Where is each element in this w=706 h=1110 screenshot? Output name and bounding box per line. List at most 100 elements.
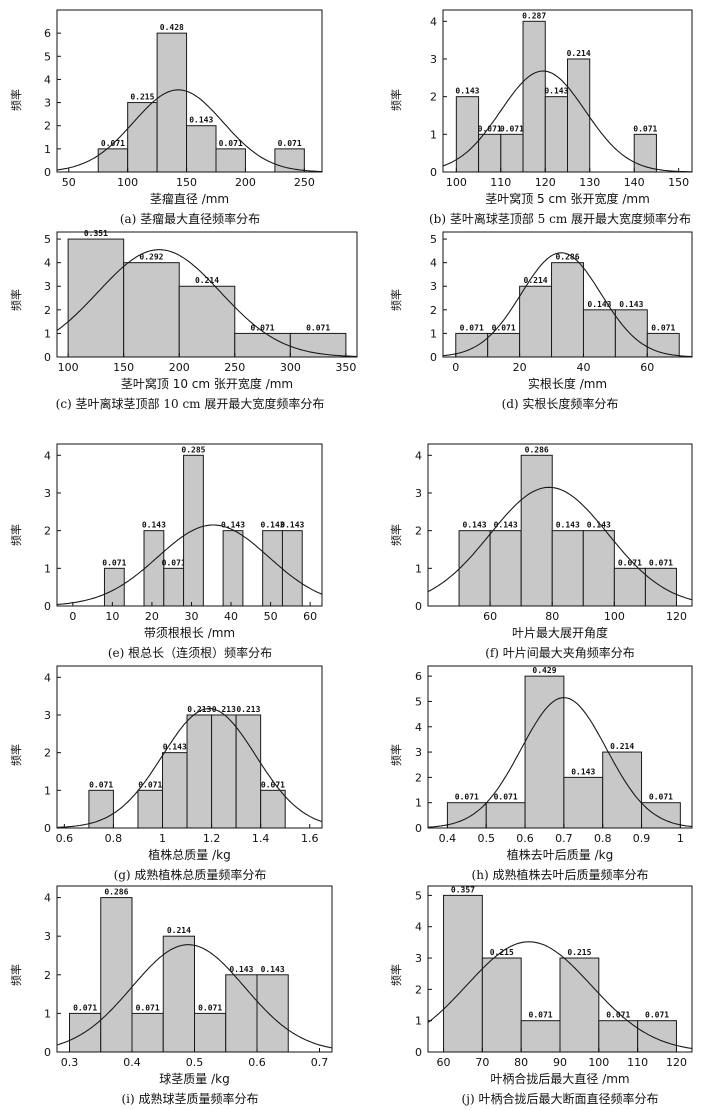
bar-frequency-label: 0.285 bbox=[181, 445, 205, 454]
histogram-bar bbox=[481, 957, 522, 1053]
figure-caption: (i) 成熟球茎质量频率分布 bbox=[121, 1091, 258, 1106]
histogram-bar bbox=[582, 530, 615, 607]
y-tick-label: 1 bbox=[44, 562, 51, 575]
histogram-bar bbox=[88, 789, 114, 829]
histogram-bar bbox=[567, 58, 591, 173]
x-tick-label: 0.9 bbox=[633, 832, 651, 845]
bar-frequency-label: 0.357 bbox=[451, 885, 475, 894]
y-tick-label: 3 bbox=[44, 487, 51, 500]
bar-frequency-label: 0.351 bbox=[84, 229, 108, 238]
x-tick-label: 150 bbox=[176, 176, 197, 189]
y-tick-label: 2 bbox=[415, 983, 422, 996]
y-tick-label: 0 bbox=[44, 1046, 51, 1059]
histogram-bar bbox=[644, 567, 677, 607]
bar-frequency-label: 0.143 bbox=[229, 965, 253, 974]
histogram-bar bbox=[103, 567, 125, 607]
histogram-bar bbox=[641, 802, 681, 829]
y-tick-label: 0 bbox=[44, 351, 51, 364]
bar-frequency-label: 0.143 bbox=[463, 521, 487, 530]
histogram-bar bbox=[598, 1020, 639, 1053]
x-tick-label: 200 bbox=[169, 361, 190, 374]
x-tick-label: 250 bbox=[224, 361, 245, 374]
figure-caption: (f) 叶片间最大夹角频率分布 bbox=[485, 645, 635, 660]
bar-frequency-label: 0.071 bbox=[306, 323, 330, 332]
x-tick-label: 0.8 bbox=[594, 832, 612, 845]
y-axis-title: 频率 bbox=[389, 89, 403, 111]
x-tick-label: 120 bbox=[535, 176, 556, 189]
figure-caption: (a) 茎瘤最大直径频率分布 bbox=[120, 211, 260, 226]
y-tick-label: 3 bbox=[44, 709, 51, 722]
figure-caption: (j) 叶柄合拢后最大断面直径频率分布 bbox=[462, 1091, 659, 1106]
bar-frequency-label: 0.213 bbox=[187, 705, 211, 714]
y-axis-title: 频率 bbox=[389, 524, 403, 546]
y-tick-label: 4 bbox=[430, 257, 437, 270]
bar-frequency-label: 0.214 bbox=[567, 49, 591, 58]
x-tick-label: 100 bbox=[446, 176, 467, 189]
x-tick-label: 300 bbox=[280, 361, 301, 374]
x-tick-label: 110 bbox=[627, 1056, 648, 1069]
histogram-bar bbox=[559, 957, 600, 1053]
x-tick-label: 50 bbox=[264, 610, 278, 623]
bar-frequency-label: 0.071 bbox=[198, 1003, 222, 1012]
x-tick-label: 0.7 bbox=[311, 1056, 329, 1069]
y-tick-label: 0 bbox=[430, 351, 437, 364]
y-tick-label: 3 bbox=[44, 930, 51, 943]
histogram-bar bbox=[455, 332, 489, 358]
histogram-bar bbox=[551, 530, 584, 607]
normal-fit-curve bbox=[427, 941, 693, 1050]
y-axis-title: 频率 bbox=[389, 964, 403, 986]
bar-frequency-label: 0.143 bbox=[261, 521, 285, 530]
histogram-bar bbox=[582, 309, 616, 358]
histogram-bar bbox=[137, 789, 164, 829]
histogram-bar bbox=[163, 567, 185, 607]
y-tick-label: 0 bbox=[44, 600, 51, 613]
x-tick-label: 80 bbox=[545, 610, 559, 623]
y-tick-label: 1 bbox=[415, 1015, 422, 1028]
bar-frequency-label: 0.071 bbox=[261, 780, 285, 789]
y-tick-label: 1 bbox=[415, 562, 422, 575]
bar-frequency-label: 0.215 bbox=[567, 948, 591, 957]
histogram-bar bbox=[127, 102, 158, 173]
y-axis-title: 频率 bbox=[389, 744, 403, 766]
x-tick-label: 1.2 bbox=[203, 832, 221, 845]
y-tick-label: 2 bbox=[430, 91, 437, 104]
x-axis-title: 球茎质量 /kg bbox=[159, 1072, 229, 1086]
y-tick-label: 5 bbox=[44, 233, 51, 246]
bar-frequency-label: 0.143 bbox=[544, 87, 568, 96]
bar-frequency-label: 0.143 bbox=[494, 521, 518, 530]
bar-frequency-label: 0.071 bbox=[649, 793, 673, 802]
y-tick-label: 0 bbox=[44, 822, 51, 835]
normal-fit-curve bbox=[56, 944, 333, 1049]
plot-frame bbox=[427, 665, 693, 829]
y-tick-label: 4 bbox=[430, 15, 437, 28]
y-tick-label: 0 bbox=[415, 822, 422, 835]
y-tick-label: 5 bbox=[430, 233, 437, 246]
y-tick-label: 4 bbox=[415, 921, 422, 934]
plot-frame bbox=[442, 231, 693, 358]
histogram-bar bbox=[613, 567, 646, 607]
histogram-bar bbox=[215, 148, 246, 173]
y-tick-label: 3 bbox=[44, 97, 51, 110]
y-tick-label: 1 bbox=[44, 784, 51, 797]
bar-frequency-label: 0.071 bbox=[649, 558, 673, 567]
bar-frequency-label: 0.215 bbox=[490, 948, 514, 957]
y-axis-title: 频率 bbox=[9, 524, 23, 546]
histogram-bar bbox=[500, 133, 524, 173]
y-axis-title: 频率 bbox=[389, 289, 403, 311]
x-tick-label: 0 bbox=[452, 361, 459, 374]
bar-frequency-label: 0.071 bbox=[618, 558, 642, 567]
y-tick-label: 5 bbox=[415, 695, 422, 708]
y-tick-label: 1 bbox=[430, 327, 437, 340]
chart-panel: 0.071 0.286 0.071 0.214 0.071 0.143 0.143 0.3 0.… bbox=[9, 885, 333, 1106]
histogram-bar bbox=[487, 332, 521, 358]
histogram-bar bbox=[211, 714, 237, 829]
histogram-bar bbox=[544, 96, 569, 173]
bar-frequency-label: 0.143 bbox=[189, 116, 213, 125]
histogram-bar bbox=[186, 714, 213, 829]
x-tick-label: 60 bbox=[483, 610, 497, 623]
x-tick-label: 0.5 bbox=[186, 1056, 204, 1069]
x-tick-label: 0.3 bbox=[61, 1056, 79, 1069]
plot-frame bbox=[56, 231, 358, 358]
